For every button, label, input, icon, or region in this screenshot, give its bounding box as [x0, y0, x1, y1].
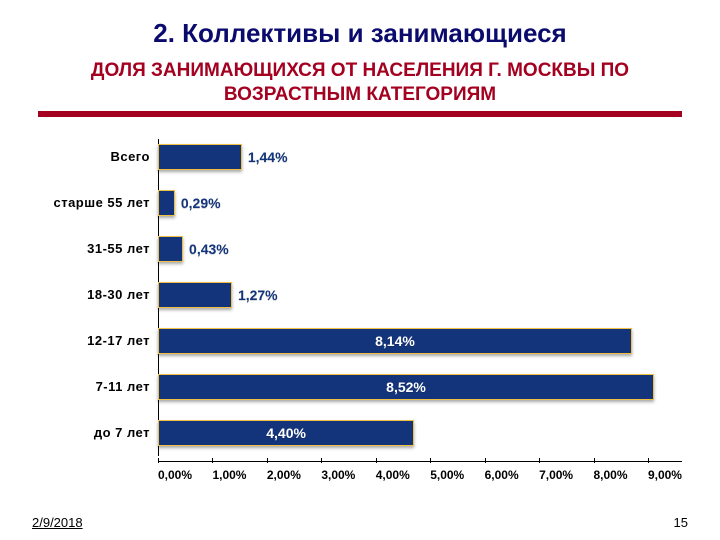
category-label: 7-11 лет: [38, 379, 158, 394]
table-row: Всего 1,44%: [38, 139, 682, 175]
footer-date: 2/9/2018: [32, 515, 83, 530]
bar-track: 8,52%: [158, 374, 682, 400]
category-label: 18-30 лет: [38, 287, 158, 302]
footer: 2/9/2018 15: [32, 515, 688, 530]
bar-track: 1,44%: [158, 144, 682, 170]
value-label: 8,52%: [386, 379, 426, 395]
category-label: старше 55 лет: [38, 195, 158, 210]
bar: [158, 236, 183, 262]
x-tick: 9,00%: [648, 468, 682, 482]
table-row: 31-55 лет 0,43%: [38, 231, 682, 267]
table-row: 12-17 лет 8,14%: [38, 323, 682, 359]
bar-chart: Всего 1,44% старше 55 лет 0,29% 31-55 лет 0,4…: [38, 139, 682, 482]
bar-track: 1,27%: [158, 282, 682, 308]
divider-rule: [38, 111, 682, 117]
x-tick: 3,00%: [321, 468, 375, 482]
x-tick: 1,00%: [212, 468, 266, 482]
x-tick: 5,00%: [430, 468, 484, 482]
bar-track: 0,43%: [158, 236, 682, 262]
bar: [158, 144, 242, 170]
x-axis: 0,00%1,00%2,00%3,00%4,00%5,00%6,00%7,00%…: [158, 461, 682, 482]
x-tick: 6,00%: [485, 468, 539, 482]
value-label: 0,29%: [181, 195, 221, 211]
bar: [158, 282, 232, 308]
table-row: старше 55 лет 0,29%: [38, 185, 682, 221]
value-label: 1,27%: [238, 287, 278, 303]
bar: [158, 190, 175, 216]
value-label: 8,14%: [375, 333, 415, 349]
chart-subtitle: ДОЛЯ ЗАНИМАЮЩИХСЯ ОТ НАСЕЛЕНИЯ Г. МОСКВЫ…: [38, 59, 682, 107]
table-row: 7-11 лет 8,52%: [38, 369, 682, 405]
x-tick: 0,00%: [158, 468, 212, 482]
x-tick: 8,00%: [594, 468, 648, 482]
table-row: до 7 лет 4,40%: [38, 415, 682, 451]
bar-track: 0,29%: [158, 190, 682, 216]
footer-page: 15: [674, 515, 688, 530]
category-label: 12-17 лет: [38, 333, 158, 348]
table-row: 18-30 лет 1,27%: [38, 277, 682, 313]
category-label: Всего: [38, 149, 158, 164]
page-title: 2. Коллективы и занимающиеся: [32, 18, 688, 49]
value-label: 0,43%: [189, 241, 229, 257]
x-tick: 7,00%: [539, 468, 593, 482]
x-tick: 4,00%: [376, 468, 430, 482]
value-label: 1,44%: [248, 149, 288, 165]
value-label: 4,40%: [266, 425, 306, 441]
bar-track: 8,14%: [158, 328, 682, 354]
bar-track: 4,40%: [158, 420, 682, 446]
category-label: до 7 лет: [38, 425, 158, 440]
category-label: 31-55 лет: [38, 241, 158, 256]
x-tick: 2,00%: [267, 468, 321, 482]
